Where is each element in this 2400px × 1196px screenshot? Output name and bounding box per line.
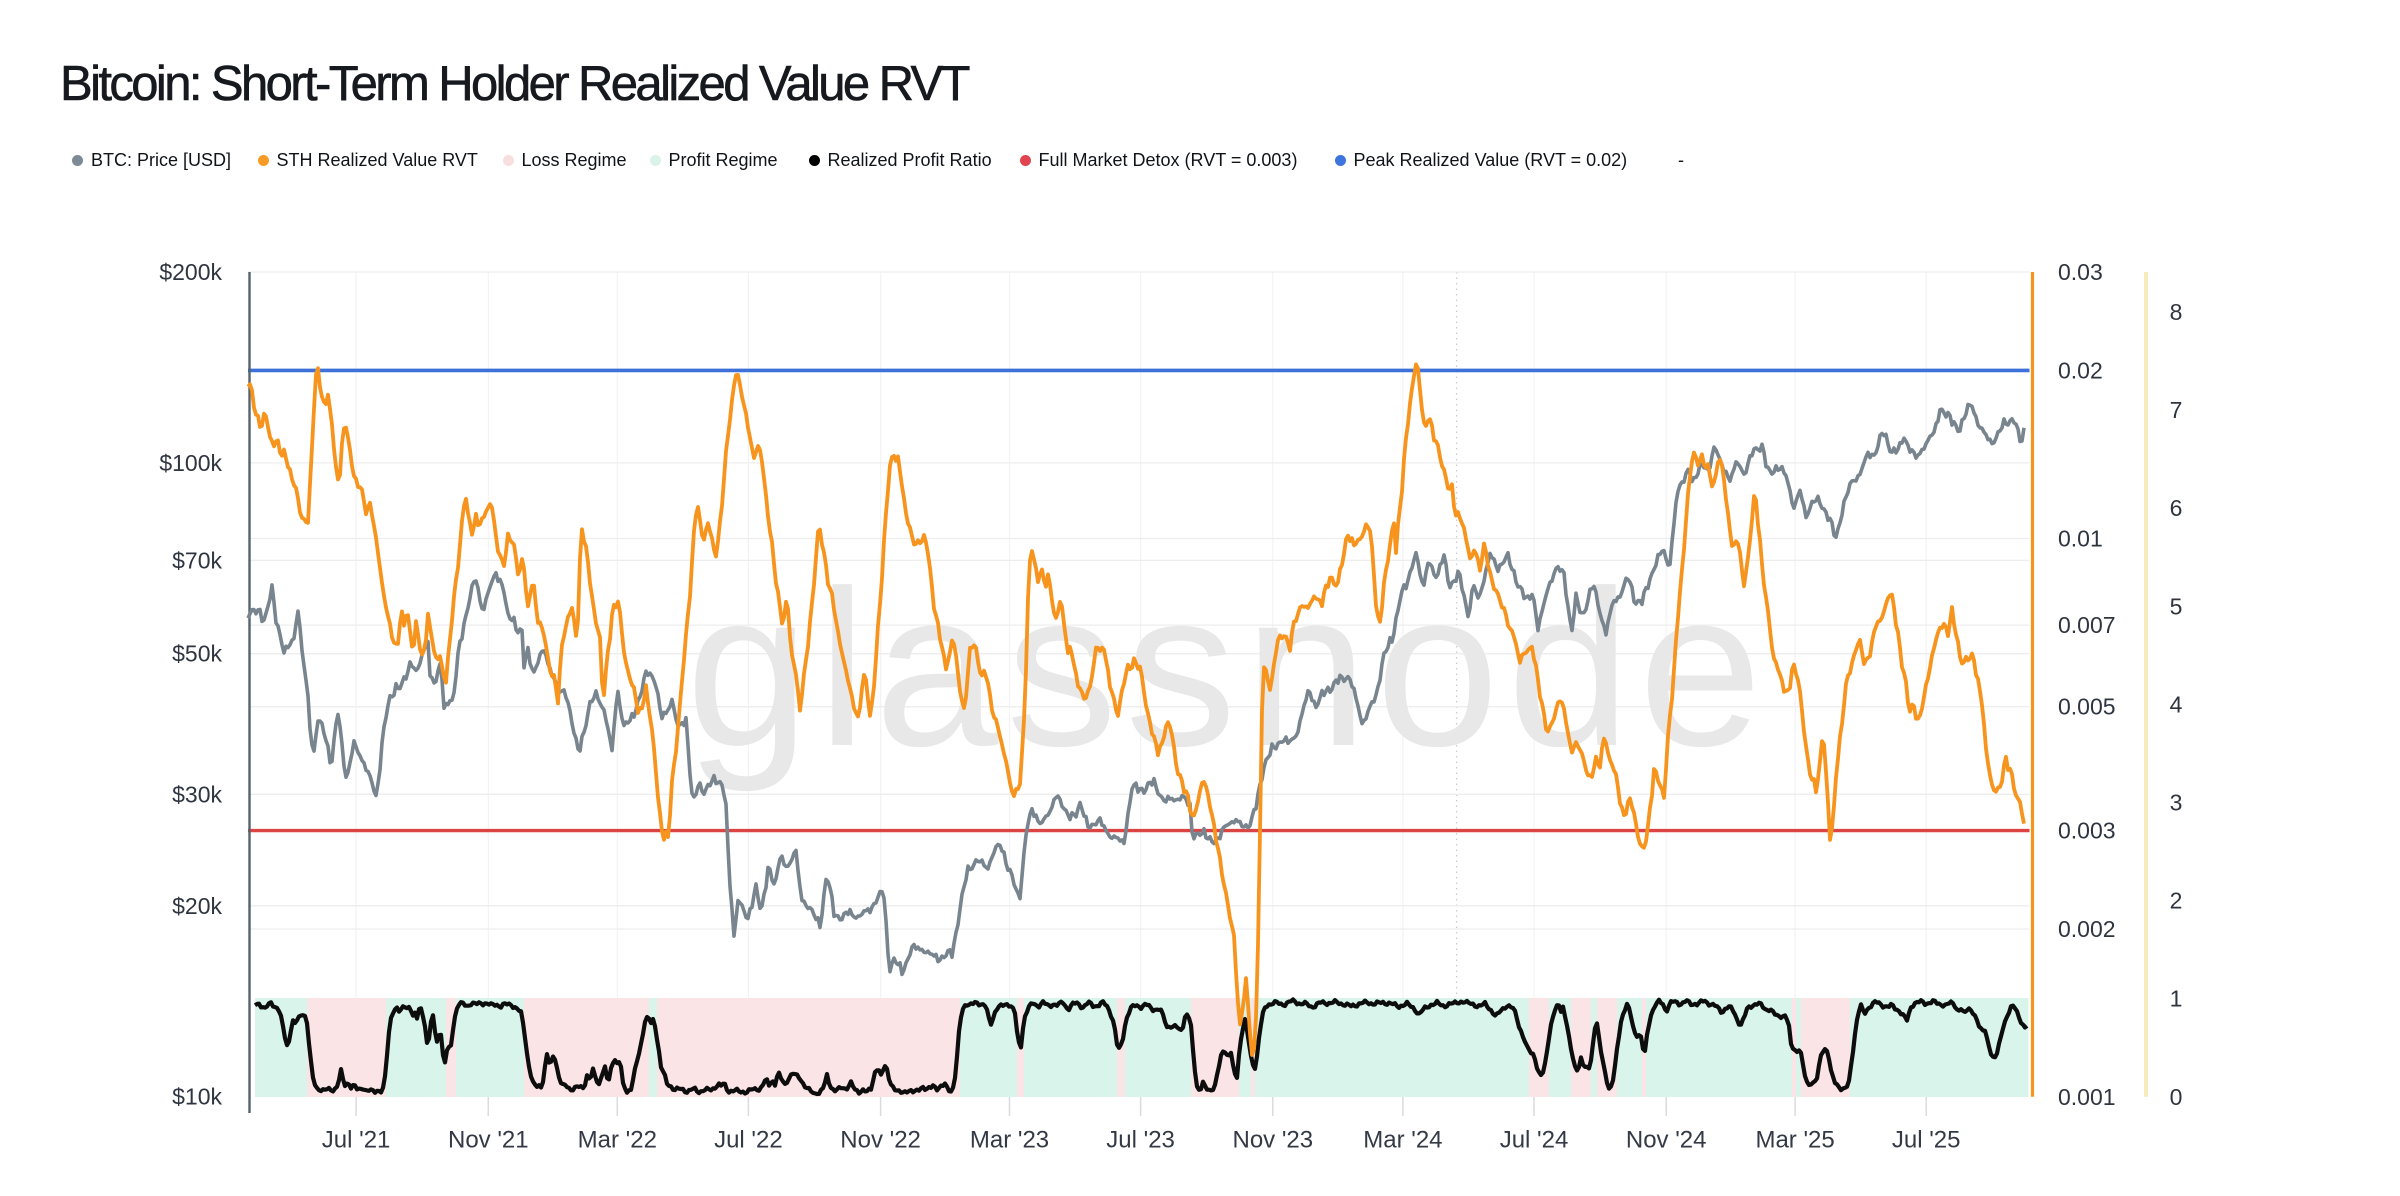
svg-text:7: 7 [2170, 397, 2183, 423]
svg-text:$70k: $70k [172, 547, 222, 573]
svg-text:Nov '22: Nov '22 [840, 1127, 921, 1154]
svg-text:8: 8 [2170, 299, 2183, 325]
svg-text:Mar '25: Mar '25 [1755, 1127, 1834, 1154]
svg-text:Nov '24: Nov '24 [1626, 1127, 1707, 1154]
svg-text:0: 0 [2170, 1084, 2183, 1110]
svg-text:Jul '22: Jul '22 [714, 1127, 783, 1154]
svg-text:0.003: 0.003 [2058, 818, 2116, 844]
svg-text:Jul '24: Jul '24 [1500, 1127, 1569, 1154]
svg-text:Nov '21: Nov '21 [448, 1127, 529, 1154]
svg-text:Jul '25: Jul '25 [1892, 1127, 1961, 1154]
svg-text:0.002: 0.002 [2058, 916, 2116, 942]
svg-text:0.02: 0.02 [2058, 357, 2103, 383]
svg-text:Mar '23: Mar '23 [970, 1127, 1049, 1154]
svg-text:Mar '24: Mar '24 [1363, 1127, 1442, 1154]
svg-text:$200k: $200k [159, 259, 222, 285]
svg-text:Nov '23: Nov '23 [1232, 1127, 1313, 1154]
svg-text:$20k: $20k [172, 893, 222, 919]
svg-text:Jul '21: Jul '21 [322, 1127, 391, 1154]
svg-text:4: 4 [2170, 691, 2183, 717]
svg-text:$30k: $30k [172, 781, 222, 807]
svg-text:Mar '22: Mar '22 [578, 1127, 657, 1154]
svg-text:3: 3 [2170, 790, 2183, 816]
svg-text:0.005: 0.005 [2058, 694, 2116, 720]
svg-text:1: 1 [2170, 986, 2183, 1012]
svg-text:5: 5 [2170, 593, 2183, 619]
svg-text:Jul '23: Jul '23 [1106, 1127, 1175, 1154]
svg-text:6: 6 [2170, 495, 2183, 521]
svg-text:2: 2 [2170, 888, 2183, 914]
svg-text:0.01: 0.01 [2058, 526, 2103, 552]
svg-text:$50k: $50k [172, 641, 222, 667]
svg-text:0.03: 0.03 [2058, 259, 2103, 285]
svg-text:$100k: $100k [159, 450, 222, 476]
svg-text:0.001: 0.001 [2058, 1084, 2116, 1110]
svg-text:$10k: $10k [172, 1084, 222, 1110]
svg-text:0.007: 0.007 [2058, 612, 2116, 638]
